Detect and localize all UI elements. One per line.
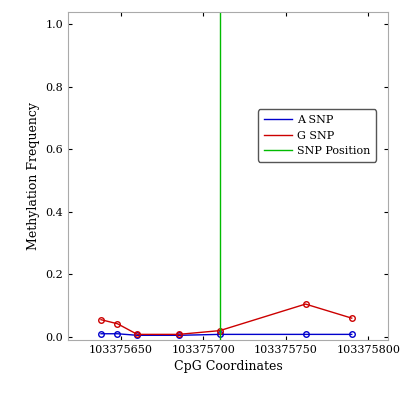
A SNP: [115, 331, 120, 336]
G SNP: [349, 316, 354, 320]
G SNP: [176, 332, 181, 337]
Y-axis label: Methylation Frequency: Methylation Frequency: [27, 102, 40, 250]
Line: G SNP: G SNP: [98, 301, 354, 337]
A SNP: [98, 331, 103, 336]
Line: A SNP: A SNP: [98, 331, 354, 338]
G SNP: [217, 328, 222, 333]
G SNP: [115, 321, 120, 326]
A SNP: [217, 332, 222, 337]
A SNP: [349, 332, 354, 337]
G SNP: [98, 317, 103, 322]
A SNP: [176, 333, 181, 338]
G SNP: [135, 332, 140, 337]
G SNP: [303, 302, 308, 306]
Legend: A SNP, G SNP, SNP Position: A SNP, G SNP, SNP Position: [258, 109, 376, 162]
A SNP: [135, 333, 140, 338]
X-axis label: CpG Coordinates: CpG Coordinates: [174, 360, 282, 374]
A SNP: [303, 332, 308, 337]
